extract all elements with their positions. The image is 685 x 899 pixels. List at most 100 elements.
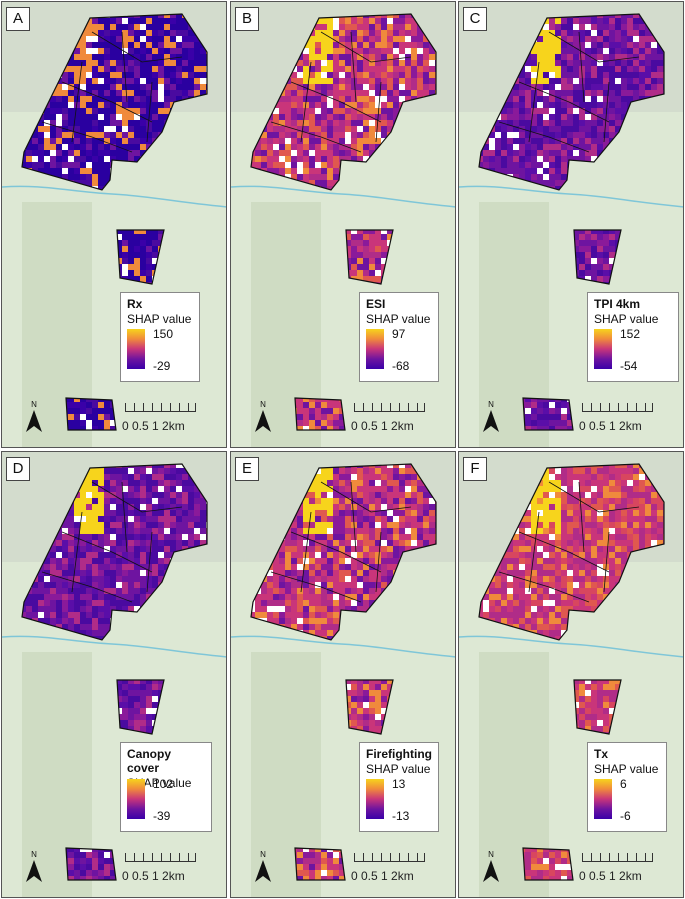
legend-max-value: 150: [153, 327, 174, 341]
inset-boundary: [522, 397, 574, 431]
map-panel-e: E Firefighting SHAP value 13 -13 N 0 0.5 1 2km: [230, 451, 456, 898]
unit-boundary-line: [528, 61, 540, 143]
legend-min-value: -13: [392, 809, 410, 823]
unit-boundary-line: [548, 481, 640, 513]
panel-label: F: [463, 457, 487, 481]
north-arrow-icon: N: [479, 848, 503, 884]
legend-box: Tx SHAP value 6 -6: [587, 742, 667, 832]
legend-min-value: -39: [153, 809, 171, 823]
north-arrow-icon: N: [251, 848, 275, 884]
legend-title: TPI 4km: [594, 297, 641, 311]
legend-box: Rx SHAP value 150 -29: [120, 292, 200, 382]
unit-boundary-line: [270, 571, 362, 603]
river-line: [2, 185, 226, 208]
unit-boundary-line: [528, 511, 540, 593]
color-ramp: [366, 329, 384, 369]
panel-label: D: [6, 457, 30, 481]
unit-boundary-line: [121, 31, 128, 103]
scale-bar: 0 0.5 1 2km: [351, 849, 427, 883]
color-ramp: [127, 329, 145, 369]
legend-title: Rx: [127, 297, 143, 311]
north-arrow-icon: N: [479, 398, 503, 434]
unit-boundary-line: [548, 31, 640, 63]
unit-boundary-line: [375, 81, 382, 143]
north-arrow-icon: N: [22, 848, 46, 884]
unit-boundary-line: [578, 31, 585, 103]
unit-boundary-line: [41, 571, 133, 603]
scale-bar-label: 0 0.5 1 2km: [122, 419, 185, 433]
unit-boundary-line: [350, 481, 357, 553]
river-line: [2, 635, 226, 658]
subunit-boundary: [573, 229, 622, 285]
color-ramp: [127, 779, 145, 819]
legend-box: TPI 4km SHAP value 152 -54: [587, 292, 679, 382]
legend-box: Firefighting SHAP value 13 -13: [359, 742, 439, 832]
unit-boundary-line: [71, 61, 83, 143]
unit-boundary-line: [498, 571, 590, 603]
color-ramp: [594, 329, 612, 369]
scale-bar-label: 0 0.5 1 2km: [122, 869, 185, 883]
unit-boundary-line: [320, 481, 412, 513]
legend-max-value: 13: [392, 777, 406, 791]
map-canvas: [2, 2, 226, 447]
scale-bar: 0 0.5 1 2km: [579, 849, 655, 883]
legend-max-value: 97: [392, 327, 406, 341]
subunit-boundary: [345, 229, 394, 285]
legend-title: ESI: [366, 297, 386, 311]
inset-boundary: [294, 847, 346, 881]
scale-bar-label: 0 0.5 1 2km: [579, 869, 642, 883]
unit-boundary-line: [146, 81, 153, 143]
unit-boundary-line: [603, 531, 610, 593]
panel-label: E: [235, 457, 259, 481]
study-area-boundary: [478, 463, 665, 641]
inset-boundary: [294, 397, 346, 431]
unit-boundary-line: [320, 31, 412, 63]
study-area-boundary: [250, 463, 437, 641]
legend-min-value: -6: [620, 809, 631, 823]
legend-max-value: 6: [620, 777, 627, 791]
legend-min-value: -54: [620, 359, 638, 373]
color-ramp: [594, 779, 612, 819]
river-line: [231, 635, 455, 658]
north-arrow-icon: N: [251, 398, 275, 434]
unit-boundary-line: [146, 531, 153, 593]
map-canvas: [459, 2, 683, 447]
unit-boundary-line: [41, 121, 133, 153]
subunit-boundary: [573, 679, 622, 735]
map-panel-a: A Rx SHAP value 150 -29 N 0 0.5 1 2km: [1, 1, 227, 448]
unit-boundary-line: [578, 481, 585, 553]
unit-boundary-line: [270, 121, 362, 153]
inset-boundary: [65, 847, 117, 881]
svg-text:N: N: [31, 400, 37, 409]
subunit-boundary: [116, 679, 165, 735]
inset-boundary: [522, 847, 574, 881]
unit-boundary-line: [91, 31, 183, 63]
inset-boundary: [65, 397, 117, 431]
river-line: [231, 185, 455, 208]
study-area-boundary: [21, 463, 208, 641]
unit-boundary-line: [603, 81, 610, 143]
panel-label: B: [235, 7, 259, 31]
unit-boundary-line: [350, 31, 357, 103]
scale-bar-label: 0 0.5 1 2km: [351, 869, 414, 883]
legend-subtitle: SHAP value: [366, 762, 431, 776]
scale-bar: 0 0.5 1 2km: [351, 399, 427, 433]
legend-subtitle: SHAP value: [594, 762, 659, 776]
unit-boundary-line: [375, 531, 382, 593]
map-panel-b: B ESI SHAP value 97 -68 N 0 0.5 1 2km: [230, 1, 456, 448]
legend-max-value: 102: [153, 777, 174, 791]
panel-label: C: [463, 7, 487, 31]
river-line: [459, 635, 683, 658]
scale-bar: 0 0.5 1 2km: [122, 399, 198, 433]
panel-label: A: [6, 7, 30, 31]
legend-min-value: -29: [153, 359, 171, 373]
map-panel-c: C TPI 4km SHAP value 152 -54 N 0 0.5 1 2km: [458, 1, 684, 448]
study-area-boundary: [21, 13, 208, 191]
legend-max-value: 152: [620, 327, 641, 341]
legend-title: Canopy cover: [127, 747, 172, 775]
unit-boundary-line: [121, 481, 128, 553]
subunit-boundary: [345, 679, 394, 735]
map-panel-d: D Canopy cover SHAP value 102 -39 N 0 0.5 1 2k…: [1, 451, 227, 898]
legend-title: Firefighting: [366, 747, 432, 761]
subunit-boundary: [116, 229, 165, 285]
